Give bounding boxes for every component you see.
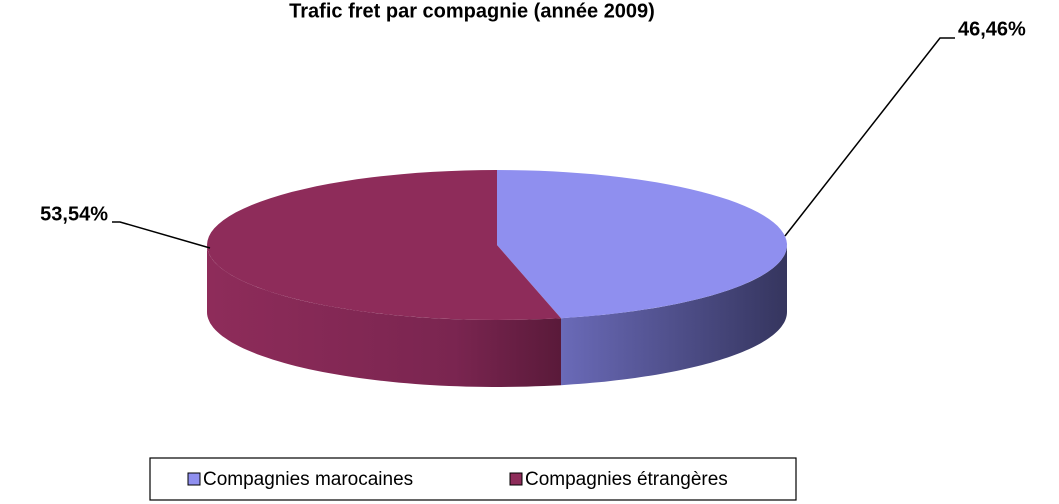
leader-line xyxy=(112,221,211,249)
slice xyxy=(207,170,561,320)
legend-box xyxy=(149,457,797,501)
legend-swatch xyxy=(187,472,201,486)
legend-label: Compagnies étrangères xyxy=(525,469,728,490)
data-label: 53,54% xyxy=(40,203,108,225)
data-label: 46,46% xyxy=(958,18,1026,40)
slice-side xyxy=(207,245,561,387)
chart-title: Trafic fret par compagnie (année 2009) xyxy=(289,0,655,22)
slice xyxy=(497,170,787,319)
slice-side xyxy=(561,245,787,386)
leader-line xyxy=(784,37,955,237)
legend-label: Compagnies marocaines xyxy=(203,469,413,490)
legend-swatch xyxy=(509,472,523,486)
